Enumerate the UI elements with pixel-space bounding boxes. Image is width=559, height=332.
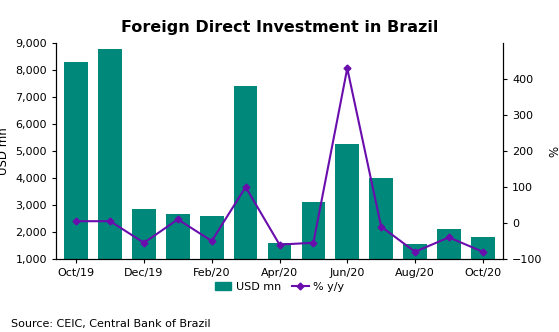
Bar [132,209,156,286]
Bar [234,86,258,286]
Bar [268,243,291,286]
Bar [335,144,359,286]
Y-axis label: %: % [548,145,559,157]
Bar [403,244,427,286]
Bar [64,62,88,286]
Bar [471,237,495,286]
Bar [98,48,122,286]
Bar [166,214,190,286]
Bar [200,216,224,286]
Bar [369,178,393,286]
Title: Foreign Direct Investment in Brazil: Foreign Direct Investment in Brazil [121,20,438,35]
Legend: USD mn, % y/y: USD mn, % y/y [210,278,349,296]
Bar [437,229,461,286]
Y-axis label: USD mn: USD mn [0,127,10,175]
Text: Source: CEIC, Central Bank of Brazil: Source: CEIC, Central Bank of Brazil [11,319,211,329]
Bar [301,202,325,286]
